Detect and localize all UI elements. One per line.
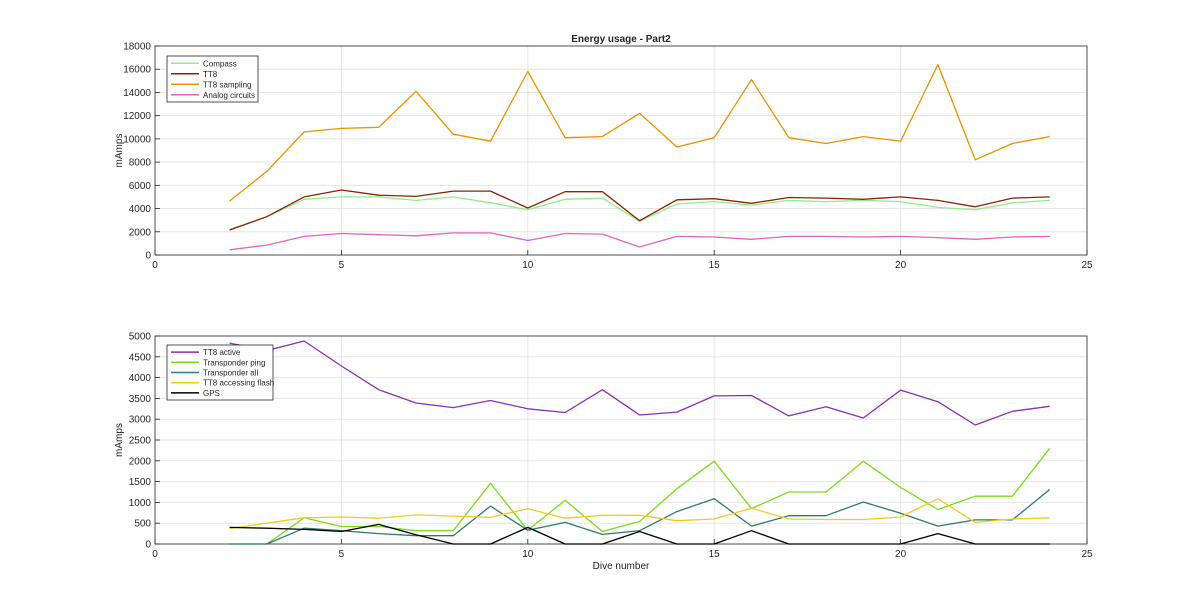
series-line-3 <box>229 488 1051 545</box>
plot-area <box>155 46 1087 255</box>
series-line-3 <box>229 63 1050 202</box>
x-tick-label: 15 <box>709 260 721 271</box>
y-tick-label: 12000 <box>123 111 151 122</box>
x-tick-label: 25 <box>1081 549 1093 560</box>
y-tick-label: 2000 <box>129 456 152 467</box>
y-tick-label: 16000 <box>123 65 151 76</box>
legend-label: Transponder all <box>203 369 259 378</box>
legend-label: Transponder ping <box>203 358 265 367</box>
chart-2: 0 5 10 15 20 25 0 500 1000 1500 2000 2500 3000 3500 40… <box>114 332 1093 573</box>
y-tick-label: 0 <box>145 251 151 262</box>
y-tick-label: 500 <box>134 519 151 530</box>
legend-label: TT8 <box>203 70 218 79</box>
y-axis-label: mAmps <box>114 423 125 457</box>
y-tick-label: 8000 <box>129 158 152 169</box>
chart-1: 0 5 10 15 20 25 0 2000 4000 6000 8000 10000 12000 140… <box>114 34 1093 271</box>
x-tick-label: 25 <box>1081 260 1093 271</box>
y-axis-label: mAmps <box>114 134 125 168</box>
x-tick-label: 5 <box>339 260 345 271</box>
y-tick-label: 3000 <box>129 415 152 426</box>
legend-label: Compass <box>203 59 237 68</box>
x-tick-label: 10 <box>522 549 534 560</box>
series-line-4 <box>229 498 1050 530</box>
y-tick-label: 6000 <box>129 181 152 192</box>
series-line-2 <box>229 189 1050 231</box>
series-line-1 <box>229 340 1050 426</box>
series-line-4 <box>229 232 1050 251</box>
legend-label: TT8 accessing flash <box>203 379 274 388</box>
x-tick-label: 0 <box>152 549 158 560</box>
x-tick-label: 0 <box>152 260 158 271</box>
legend-label: Analog circuits <box>203 91 255 100</box>
axes-box <box>154 45 1088 256</box>
series-line-5 <box>229 523 1050 545</box>
legend-label: TT8 sampling <box>203 80 251 89</box>
legend-label: GPS <box>203 389 220 398</box>
y-tick-label: 5000 <box>129 332 152 343</box>
x-tick-label: 10 <box>522 260 534 271</box>
x-tick-label: 15 <box>709 549 721 560</box>
y-tick-label: 1500 <box>129 477 152 488</box>
chart-title: Energy usage - Part2 <box>571 34 671 45</box>
legend-label: TT8 active <box>203 348 241 357</box>
y-tick-label: 1000 <box>129 498 152 509</box>
y-tick-label: 4500 <box>129 352 152 363</box>
y-tick-label: 4000 <box>129 373 152 384</box>
y-tick-label: 4000 <box>129 204 152 215</box>
y-tick-label: 14000 <box>123 88 151 99</box>
x-tick-label: 5 <box>339 549 345 560</box>
y-tick-label: 10000 <box>123 134 151 145</box>
y-tick-label: 18000 <box>123 42 151 53</box>
y-tick-label: 3500 <box>129 394 152 405</box>
x-axis-label: Dive number <box>593 561 650 572</box>
y-tick-label: 2000 <box>129 227 152 238</box>
y-tick-label: 2500 <box>129 436 152 447</box>
x-tick-label: 20 <box>895 260 907 271</box>
x-tick-label: 20 <box>895 549 907 560</box>
y-tick-label: 0 <box>145 540 151 551</box>
